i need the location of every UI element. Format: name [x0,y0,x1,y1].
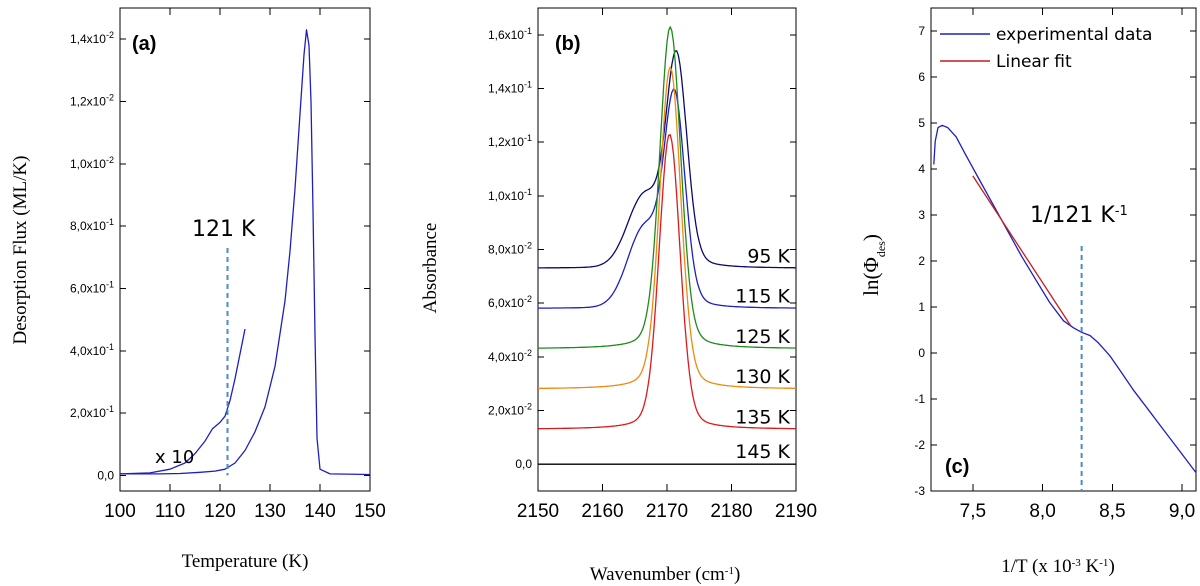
a-xtick-label: 140 [304,501,336,522]
c-ytick-label: 7 [918,24,925,38]
b-series-label: 125 K [735,326,790,348]
a-scale-label: x 10 [155,447,194,468]
b-ytick-label: 1,4x10-1 [488,80,532,96]
panel-c: -3 -2 -1 0 1 2 3 4 5 6 7 7,5 8,0 8,5 9,0 1/121 K-1 (c… [859,7,1197,577]
b-ylabel: Absorbance [420,223,441,314]
a-series-tpd [120,29,371,476]
c-xtick-label: 9,0 [1169,501,1195,522]
b-xtick-label: 2160 [581,501,623,522]
c-xtick-label: 8,0 [1029,501,1055,522]
c-ytick-label: -1 [914,392,925,406]
b-series-label: 135 K [735,406,790,428]
b-series-125k [538,26,797,349]
b-ytick-label: 4,0x10-2 [488,348,532,364]
b-series-95k [538,50,796,269]
b-series-label: 145 K [735,441,790,463]
c-xtick-label: 7,5 [960,501,986,522]
a-ytick-label: 4,0x10-1 [70,342,114,358]
a-peak-label: 121 K [192,217,256,242]
c-ytick-label: -2 [914,438,925,452]
c-ytick-label: 0 [918,346,925,360]
panel-c-frame [930,7,1197,492]
a-ytick-label: 8,0x10-1 [70,217,114,233]
a-xtick-label: 100 [104,501,136,522]
b-series-label: 130 K [735,366,790,388]
legend-label-fit: Linear fit [996,52,1072,72]
b-series-115k [538,88,796,309]
a-series-tpd-x10 [119,328,246,475]
b-xtick-label: 2180 [710,501,752,522]
c-ytick-label: 6 [918,70,925,84]
a-ytick-label: 1,2x10-2 [70,92,114,108]
c-ylabel: ln(Φdes) [859,234,888,296]
panel-a: 0,0 2,0x10-1 4,0x10-1 6,0x10-1 8,0x10-1 1,0x1… [10,7,386,572]
c-ytick-label: 4 [918,162,925,176]
panel-a-label: (a) [132,33,156,55]
a-ytick-label: 6,0x10-1 [70,279,114,295]
b-ytick-label: 0,0 [515,457,532,471]
c-ytick-label: 3 [918,208,925,222]
b-ytick-label: 1,2x10-1 [488,133,532,149]
c-series-experimental [933,124,1197,473]
b-ytick-label: 1,0x10-1 [488,187,532,203]
b-ytick-label: 1,6x10-1 [488,26,532,42]
legend-label-experimental: experimental data [996,25,1152,45]
c-xtick-label: 8,5 [1099,501,1125,522]
c-ytick-label: 2 [918,254,925,268]
b-ytick-label: 8,0x10-2 [488,241,532,257]
c-legend: experimental data Linear fit [940,25,1152,72]
a-xtick-label: 120 [204,501,236,522]
b-series-label: 115 K [735,286,790,308]
c-ytick-label: -3 [914,484,925,498]
panel-c-label: (c) [945,456,969,478]
panel-b: 0,0 2,0x10-2 4,0x10-2 6,0x10-2 8,0x10-2 1,0x1… [420,7,817,585]
b-ytick-label: 2,0x10-2 [488,402,532,418]
panel-a-frame [119,7,371,492]
a-ytick-label: 1,0x10-2 [70,155,114,171]
a-xtick-label: 110 [155,501,185,522]
b-xlabel: Wavenumber (cm-1) [590,564,741,585]
c-xlabel: 1/T (x 10-3 K-1) [1001,556,1115,577]
a-xlabel: Temperature (K) [182,551,309,572]
b-series-130k [538,66,796,390]
b-xtick-label: 2190 [775,501,817,522]
c-series-fit [972,175,1072,326]
c-ytick-label: 5 [918,116,925,130]
a-ytick-label: 1,4x10-2 [70,30,114,46]
b-series-label: 95 K [747,245,790,267]
a-xtick-label: 130 [254,501,286,522]
a-ylabel: Desorption Flux (ML/K) [10,156,31,345]
c-ytick-label: 1 [918,300,925,314]
a-ytick-label: 0,0 [97,468,114,482]
a-xtick-label: 150 [354,501,386,522]
c-marker-label: 1/121 K-1 [1030,203,1128,228]
panel-b-label: (b) [555,33,581,55]
b-series-135k [538,134,796,430]
b-xtick-label: 2170 [646,501,688,522]
a-ytick-label: 2,0x10-1 [70,404,114,420]
b-ytick-label: 6,0x10-2 [488,294,532,310]
b-xtick-label: 2150 [517,501,559,522]
